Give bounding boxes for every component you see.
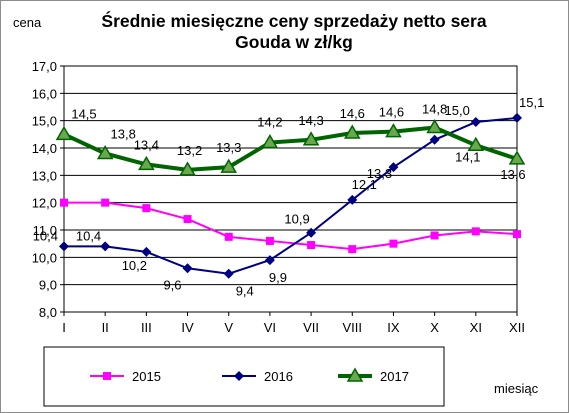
x-tick-label: V [224,320,233,335]
data-point-2015 [142,204,151,213]
data-label-2017: 13,8 [111,126,136,141]
x-tick-label: III [141,320,152,335]
x-tick-label: VII [303,320,319,335]
data-point-2015 [430,231,439,240]
data-label-2016: 10,4 [33,228,58,243]
data-point-2015 [307,241,316,250]
x-tick-label: XI [470,320,482,335]
data-point-2017 [467,136,485,152]
y-tick-label: 14,0 [32,141,57,156]
data-point-2016 [141,246,152,257]
data-point-2015 [60,198,68,207]
data-point-2017 [261,134,279,149]
data-label-2016: 15,0 [445,103,470,118]
legend-label-2017: 2017 [380,369,409,384]
data-point-2017 [179,161,196,176]
data-label-2017: 14,6 [340,106,365,121]
data-point-2017 [96,144,114,160]
data-point-2016 [347,194,358,205]
legend-label-2015: 2015 [132,369,161,384]
x-tick-label: VIII [343,320,363,335]
x-tick-label: XII [509,320,525,335]
data-label-2016: 9,6 [163,277,181,292]
y-tick-label: 13,0 [32,168,57,183]
data-point-2017 [138,155,155,171]
plot-area [63,65,518,313]
data-label-2016: 13,3 [367,166,392,181]
x-tick-label: IX [387,320,400,335]
data-point-2015 [389,239,398,248]
data-label-2016: 10,4 [76,228,101,243]
data-point-2017 [55,125,73,141]
data-point-2016 [429,134,440,145]
data-point-2015 [183,215,192,224]
data-label-2017: 14,3 [298,113,323,128]
y-axis-label: cena [13,15,42,30]
legend-label-2016: 2016 [264,369,293,384]
y-tick-label: 15,0 [32,114,57,129]
data-label-2017: 13,6 [500,167,525,182]
data-label-2016: 9,9 [269,270,287,285]
x-tick-label: II [102,320,109,335]
x-tick-label: VI [264,320,276,335]
data-point-2017 [343,124,361,139]
data-point-2017 [426,119,443,134]
data-label-2017: 14,6 [379,105,404,120]
data-point-2015 [101,198,110,207]
data-point-2017 [220,158,238,173]
data-point-2016 [182,263,193,274]
data-label-2016: 15,1 [519,95,544,110]
data-label-2016: 9,4 [236,284,254,299]
y-tick-label: 8,0 [39,305,57,320]
data-label-2017: 14,5 [71,106,96,121]
y-tick-label: 9,0 [39,278,57,293]
data-label-2017: 14,2 [257,115,282,130]
x-axis-label: miesiąc [494,381,539,396]
data-point-2015 [224,232,233,241]
x-tick-label: X [430,320,439,335]
legend-marker-2016 [234,371,244,381]
y-tick-label: 16,0 [32,86,57,101]
data-label-2017: 14,8 [422,102,447,117]
data-point-2016 [306,227,317,238]
y-tick-label: 11,0 [33,223,57,238]
x-tick-label: IV [181,320,194,335]
data-point-2017 [302,131,320,146]
legend-marker-2017 [346,367,364,382]
data-label-2017: 13,2 [177,143,202,158]
data-point-2015 [471,227,480,236]
data-point-2015 [265,236,274,245]
data-point-2016 [512,112,522,123]
data-point-2016 [59,241,69,252]
y-tick-label: 10,0 [32,250,57,265]
data-point-2016 [100,241,111,252]
y-tick-label: 17,0 [32,59,57,74]
data-point-2017 [508,150,526,165]
chart-title-line2: Gouda w zł/kg [235,32,353,52]
data-point-2016 [264,255,275,266]
data-point-2016 [223,268,234,279]
data-label-2016: 10,9 [284,212,309,227]
data-label-2017: 13,4 [134,137,159,152]
series-line-2016 [64,116,518,275]
legend-marker-2015 [103,372,111,380]
data-label-2016: 10,2 [122,258,147,273]
data-point-2016 [388,162,399,173]
data-label-2017: 13,3 [216,140,241,155]
x-tick-label: I [62,320,66,335]
series-line-2017 [63,125,518,172]
data-point-2017 [385,123,402,138]
data-point-2015 [348,245,357,254]
series-line-2015 [64,201,518,251]
data-label-2017: 14,1 [455,149,480,164]
data-point-2015 [513,230,521,239]
data-label-2016: 12,1 [352,177,377,192]
data-point-2016 [470,117,481,128]
y-tick-label: 12,0 [32,196,57,211]
chart-title-line1: Średnie miesięczne ceny sprzedaży netto … [101,10,486,31]
